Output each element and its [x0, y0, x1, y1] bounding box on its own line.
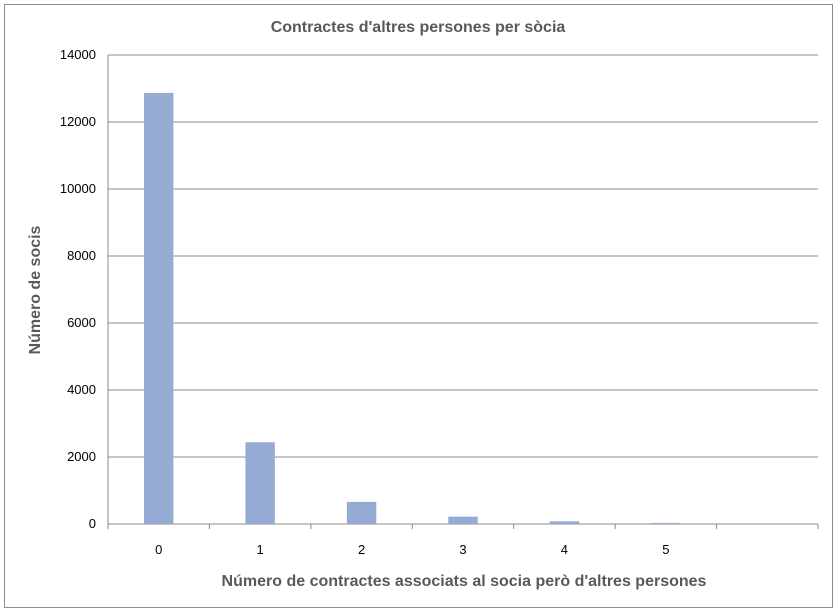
- y-tick-label: 6000: [67, 315, 96, 330]
- bar-0: [144, 92, 174, 524]
- x-tick-label: 1: [257, 542, 264, 557]
- x-tick-label: 3: [459, 542, 466, 557]
- y-tick-label: 8000: [67, 248, 96, 263]
- x-tick-label: 0: [155, 542, 162, 557]
- bars: [144, 92, 782, 524]
- x-tick-label: 5: [662, 542, 669, 557]
- y-axis-ticks: 0 2000 4000 6000 8000 10000 12000 14000: [60, 47, 96, 531]
- bar-2: [346, 501, 377, 524]
- gridlines: [107, 54, 819, 529]
- chart-title: Contractes d'altres persones per sòcia: [271, 19, 566, 36]
- y-tick-label: 10000: [60, 181, 96, 196]
- y-tick-label: 0: [89, 516, 96, 531]
- bar-1: [245, 442, 275, 524]
- y-tick-label: 14000: [60, 47, 96, 62]
- chart-frame: [4, 4, 833, 608]
- y-tick-label: 2000: [67, 449, 96, 464]
- y-tick-label: 12000: [60, 114, 96, 129]
- y-tick-label: 4000: [67, 382, 96, 397]
- y-axis-title: Número de socis: [27, 225, 44, 354]
- x-tick-label: 4: [561, 542, 568, 557]
- bar-3: [448, 516, 478, 524]
- x-axis-title: Número de contractes associats al socia …: [222, 573, 707, 590]
- bar-5: [651, 522, 681, 524]
- x-tick-label: 2: [358, 542, 365, 557]
- x-axis-ticks: 0 1 2 3 4 5: [155, 542, 669, 557]
- bar-4: [549, 521, 580, 524]
